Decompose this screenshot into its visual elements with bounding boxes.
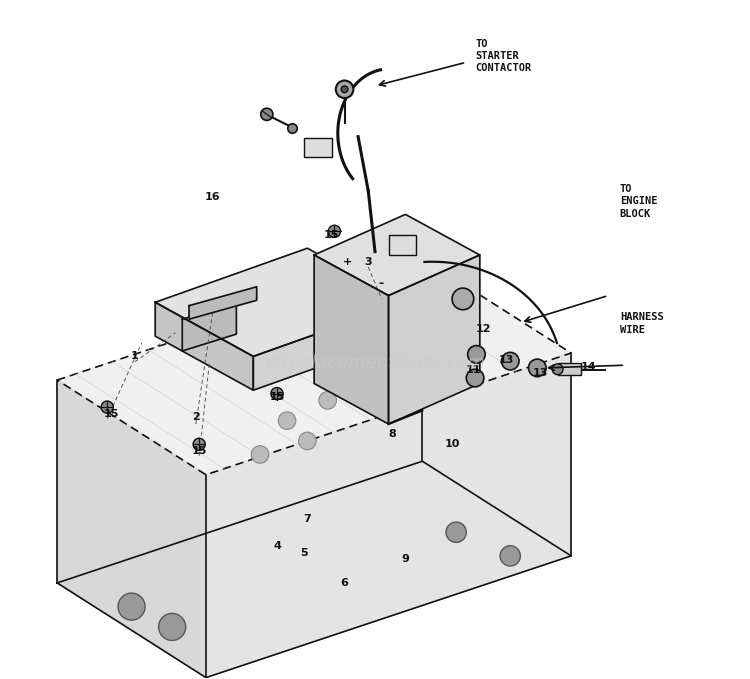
Text: 14: 14 bbox=[580, 361, 596, 371]
Circle shape bbox=[468, 346, 485, 363]
Circle shape bbox=[288, 124, 297, 133]
Polygon shape bbox=[206, 353, 571, 678]
Circle shape bbox=[319, 392, 337, 409]
Text: 15: 15 bbox=[323, 230, 339, 240]
Circle shape bbox=[552, 364, 563, 375]
Text: 3: 3 bbox=[364, 257, 372, 267]
Polygon shape bbox=[57, 258, 571, 475]
Text: 16: 16 bbox=[205, 192, 220, 202]
Text: 15: 15 bbox=[191, 446, 207, 456]
Circle shape bbox=[298, 432, 316, 449]
Polygon shape bbox=[388, 255, 480, 424]
Text: -: - bbox=[379, 277, 383, 290]
Text: 5: 5 bbox=[300, 547, 307, 557]
Polygon shape bbox=[254, 302, 406, 390]
Text: 8: 8 bbox=[388, 429, 396, 439]
Circle shape bbox=[336, 81, 353, 98]
Text: 13: 13 bbox=[500, 355, 514, 365]
Text: 12: 12 bbox=[476, 325, 491, 334]
Circle shape bbox=[446, 522, 466, 543]
Text: 6: 6 bbox=[340, 578, 349, 588]
Circle shape bbox=[529, 359, 546, 377]
Polygon shape bbox=[182, 302, 236, 351]
Circle shape bbox=[251, 445, 268, 463]
Text: 1: 1 bbox=[131, 352, 139, 361]
Text: 4: 4 bbox=[273, 540, 281, 551]
Text: 10: 10 bbox=[445, 439, 460, 449]
Circle shape bbox=[500, 546, 520, 566]
Bar bbox=[304, 138, 332, 157]
Circle shape bbox=[101, 401, 113, 414]
Circle shape bbox=[341, 86, 348, 92]
Circle shape bbox=[278, 412, 296, 429]
Circle shape bbox=[193, 438, 206, 450]
Text: TO
ENGINE
BLOCK: TO ENGINE BLOCK bbox=[620, 184, 657, 219]
Bar bbox=[388, 235, 416, 255]
Polygon shape bbox=[314, 215, 480, 295]
Text: 9: 9 bbox=[401, 554, 410, 564]
Bar bbox=[557, 363, 581, 375]
Circle shape bbox=[502, 352, 519, 370]
Polygon shape bbox=[314, 255, 388, 424]
Circle shape bbox=[466, 369, 484, 387]
Text: 11: 11 bbox=[465, 365, 481, 375]
Circle shape bbox=[261, 108, 273, 120]
Polygon shape bbox=[155, 302, 254, 390]
Text: +: + bbox=[344, 257, 352, 267]
Text: HARNESS
WIRE: HARNESS WIRE bbox=[620, 312, 664, 335]
Text: 15: 15 bbox=[104, 409, 119, 419]
Text: 7: 7 bbox=[304, 514, 311, 524]
Text: TO
STARTER
CONTACTOR: TO STARTER CONTACTOR bbox=[475, 39, 531, 73]
Polygon shape bbox=[155, 249, 406, 356]
Text: 15: 15 bbox=[269, 392, 285, 402]
Polygon shape bbox=[189, 287, 256, 319]
Circle shape bbox=[118, 593, 145, 620]
Circle shape bbox=[271, 388, 283, 400]
Text: 13: 13 bbox=[533, 368, 548, 378]
Circle shape bbox=[452, 288, 474, 310]
Polygon shape bbox=[57, 380, 206, 678]
Text: eReplacementParts.com: eReplacementParts.com bbox=[265, 354, 485, 372]
Circle shape bbox=[328, 225, 340, 238]
Text: 2: 2 bbox=[192, 412, 200, 422]
Circle shape bbox=[158, 613, 186, 640]
